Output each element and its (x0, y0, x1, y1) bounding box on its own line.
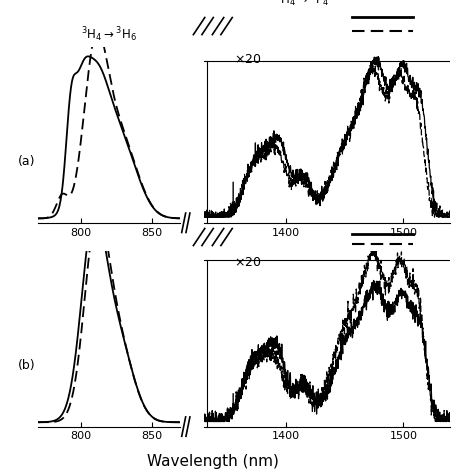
Text: $^3$H$_4$$\rightarrow$$^3$F$_4$: $^3$H$_4$$\rightarrow$$^3$F$_4$ (275, 0, 329, 9)
Text: $\times$20: $\times$20 (235, 256, 262, 270)
Text: Wavelength (nm): Wavelength (nm) (147, 454, 279, 469)
Text: (b): (b) (18, 359, 35, 372)
Text: $\times$20: $\times$20 (235, 53, 262, 66)
Text: $^3$H$_4$$\rightarrow$$^3$H$_6$: $^3$H$_4$$\rightarrow$$^3$H$_6$ (81, 25, 137, 44)
Text: (a): (a) (18, 155, 35, 168)
